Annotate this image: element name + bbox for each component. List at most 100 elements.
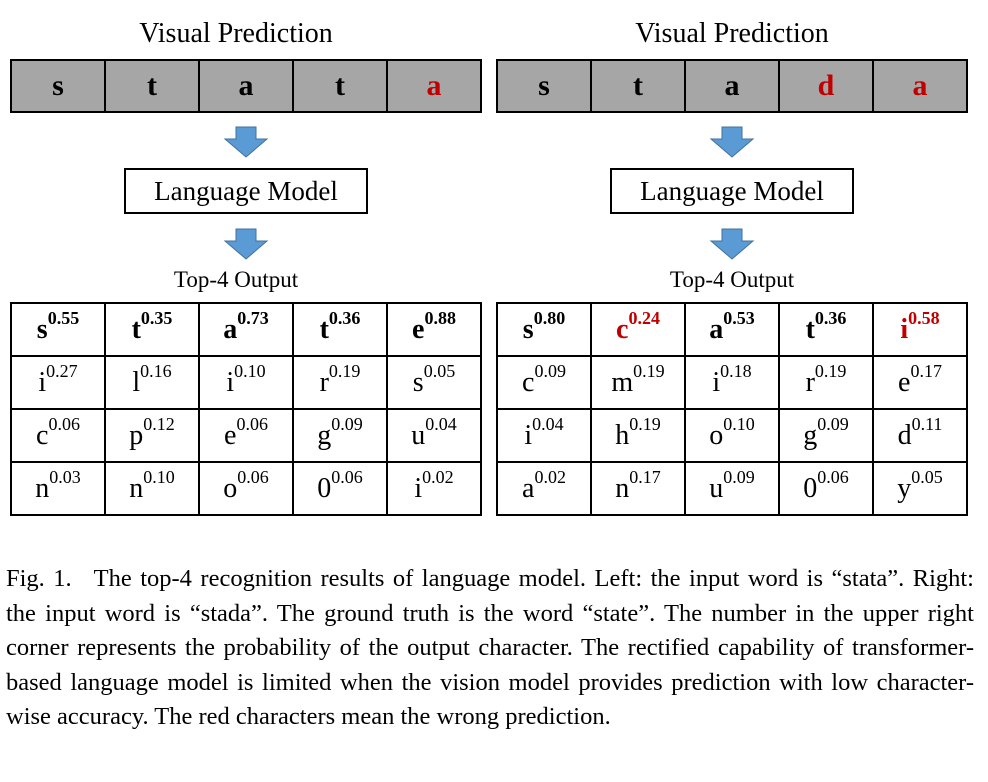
candidate-probability: 0.35 bbox=[140, 307, 173, 328]
visual-prediction-row: s t a t a bbox=[10, 59, 482, 113]
candidate-probability: 0.80 bbox=[533, 307, 566, 328]
candidate-cell: t0.35 bbox=[104, 302, 200, 357]
candidate-probability: 0.06 bbox=[817, 466, 849, 487]
candidate-probability: 0.36 bbox=[814, 307, 847, 328]
candidate-probability: 0.73 bbox=[237, 307, 269, 328]
candidate-probability: 0.19 bbox=[814, 360, 847, 381]
candidate-cell: 00.06 bbox=[778, 461, 874, 516]
candidate-char: i bbox=[414, 472, 423, 504]
candidate-char: d bbox=[897, 419, 912, 451]
candidate-probability: 0.55 bbox=[47, 307, 80, 328]
candidate-probability: 0.18 bbox=[720, 360, 752, 381]
candidate-char: s bbox=[522, 313, 534, 345]
candidate-probability: 0.02 bbox=[534, 466, 566, 487]
candidate-char: e bbox=[412, 313, 425, 345]
candidate-cell: p0.12 bbox=[104, 408, 200, 463]
top4-output-table: s0.80 c0.24 a0.53 t0.36 i0.58 c0.09 m0.19 i0.18… bbox=[496, 302, 968, 516]
candidate-probability: 0.36 bbox=[328, 307, 361, 328]
candidate-cell: a0.53 bbox=[684, 302, 780, 357]
candidate-char: s bbox=[36, 313, 48, 345]
figure-caption: Fig. 1. The top-4 recognition results of … bbox=[6, 562, 974, 735]
candidate-char: u bbox=[709, 472, 724, 504]
candidate-char: a bbox=[522, 472, 535, 504]
candidate-char: p bbox=[129, 419, 144, 451]
candidate-cell: s0.55 bbox=[10, 302, 106, 357]
candidate-cell: c0.24 bbox=[590, 302, 686, 357]
candidate-cell: a0.02 bbox=[496, 461, 592, 516]
down-arrow-icon bbox=[709, 126, 755, 158]
candidate-char: i bbox=[38, 366, 47, 398]
candidate-char: o bbox=[709, 419, 724, 451]
candidate-cell: y0.05 bbox=[872, 461, 968, 516]
candidate-char: r bbox=[319, 366, 329, 398]
top4-output-table: s0.55 t0.35 a0.73 t0.36 e0.88 i0.27 l0.16 i0.10… bbox=[10, 302, 482, 516]
prediction-char: t bbox=[104, 61, 198, 111]
candidate-probability: 0.16 bbox=[140, 360, 172, 381]
prediction-char: a bbox=[684, 61, 778, 111]
prediction-char: a bbox=[386, 61, 480, 111]
candidate-char: y bbox=[897, 472, 912, 504]
candidate-cell: 00.06 bbox=[292, 461, 388, 516]
candidate-probability: 0.11 bbox=[911, 413, 943, 434]
top1-row: s0.55 t0.35 a0.73 t0.36 e0.88 bbox=[10, 302, 482, 357]
prediction-char: a bbox=[872, 61, 966, 111]
down-arrow-icon bbox=[223, 228, 269, 260]
candidate-probability: 0.53 bbox=[723, 307, 755, 328]
candidate-cell: o0.06 bbox=[198, 461, 294, 516]
candidate-char: 0 bbox=[317, 472, 332, 504]
candidate-probability: 0.10 bbox=[234, 360, 266, 381]
visual-prediction-row: s t a d a bbox=[496, 59, 968, 113]
candidate-cell: t0.36 bbox=[292, 302, 388, 357]
candidate-char: a bbox=[709, 313, 724, 345]
candidate-char: e bbox=[898, 366, 911, 398]
candidate-row: n0.03 n0.10 o0.06 00.06 i0.02 bbox=[10, 461, 482, 516]
top4-output-title: Top-4 Output bbox=[669, 267, 795, 292]
candidate-cell: l0.16 bbox=[104, 355, 200, 410]
prediction-char: s bbox=[538, 69, 550, 102]
candidate-probability: 0.03 bbox=[49, 466, 81, 487]
candidate-probability: 0.12 bbox=[143, 413, 175, 434]
candidate-char: g bbox=[803, 419, 818, 451]
candidate-cell: e0.88 bbox=[386, 302, 482, 357]
candidate-probability: 0.19 bbox=[629, 413, 661, 434]
candidate-cell: g0.09 bbox=[778, 408, 874, 463]
candidate-probability: 0.17 bbox=[629, 466, 661, 487]
candidate-probability: 0.06 bbox=[331, 466, 363, 487]
candidate-probability: 0.10 bbox=[723, 413, 755, 434]
candidate-probability: 0.58 bbox=[908, 307, 940, 328]
visual-prediction-title: Visual Prediction bbox=[635, 18, 829, 49]
candidate-probability: 0.05 bbox=[911, 466, 943, 487]
candidate-cell: i0.18 bbox=[684, 355, 780, 410]
candidate-cell: n0.17 bbox=[590, 461, 686, 516]
candidate-cell: i0.10 bbox=[198, 355, 294, 410]
candidate-char: n bbox=[129, 472, 144, 504]
candidate-cell: i0.04 bbox=[496, 408, 592, 463]
candidate-cell: s0.05 bbox=[386, 355, 482, 410]
down-arrow-icon bbox=[223, 126, 269, 158]
top1-row: s0.80 c0.24 a0.53 t0.36 i0.58 bbox=[496, 302, 968, 357]
candidate-char: t bbox=[131, 313, 141, 345]
candidate-cell: m0.19 bbox=[590, 355, 686, 410]
left-panel: Visual Prediction s t a t a Language Mod… bbox=[10, 0, 482, 520]
candidate-probability: 0.05 bbox=[423, 360, 456, 381]
candidate-cell: c0.06 bbox=[10, 408, 106, 463]
prediction-char: a bbox=[198, 61, 292, 111]
candidate-cell: r0.19 bbox=[778, 355, 874, 410]
candidate-cell: h0.19 bbox=[590, 408, 686, 463]
candidate-cell: c0.09 bbox=[496, 355, 592, 410]
candidate-probability: 0.04 bbox=[532, 413, 564, 434]
language-model-box: Language Model bbox=[124, 168, 368, 214]
candidate-cell: o0.10 bbox=[684, 408, 780, 463]
candidate-cell: a0.73 bbox=[198, 302, 294, 357]
candidate-probability: 0.24 bbox=[628, 307, 660, 328]
candidate-probability: 0.04 bbox=[425, 413, 457, 434]
candidate-probability: 0.09 bbox=[723, 466, 755, 487]
candidate-row: i0.04 h0.19 o0.10 g0.09 d0.11 bbox=[496, 408, 968, 463]
figure-label: Fig. 1. bbox=[6, 565, 72, 592]
candidate-probability: 0.19 bbox=[633, 360, 665, 381]
candidate-probability: 0.06 bbox=[236, 413, 268, 434]
candidate-probability: 0.02 bbox=[422, 466, 454, 487]
candidate-cell: g0.09 bbox=[292, 408, 388, 463]
candidate-cell: d0.11 bbox=[872, 408, 968, 463]
prediction-char: t bbox=[590, 61, 684, 111]
